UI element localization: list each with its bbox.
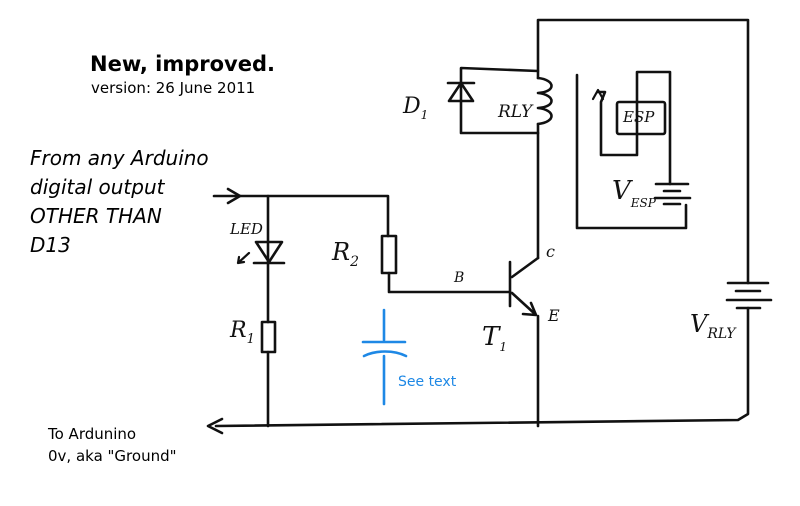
r2-subscript: 2 (350, 254, 359, 270)
right-return-wire (214, 306, 750, 428)
d1-label: D1 (403, 94, 428, 122)
ground-note-line-1: To Ardunino (48, 425, 137, 443)
vrly-label: VRLY (690, 310, 736, 342)
version-note: version: 26 June 2011 (91, 79, 256, 97)
ground-note-line-2: 0v, aka "Ground" (48, 447, 177, 465)
relay-contact-arrow (591, 88, 605, 101)
input-note-line-2: digital output (30, 175, 165, 199)
title: New, improved. (90, 52, 276, 76)
input-note-line-3: OTHER THAN (30, 204, 162, 228)
led-symbol (252, 240, 286, 265)
emitter-label: E (548, 306, 560, 325)
r2-letter: R (332, 238, 351, 266)
relay-contact-loop (575, 73, 688, 230)
r1-letter: R (230, 318, 247, 343)
esp-loop (596, 70, 672, 186)
collector-label: c (546, 242, 555, 261)
input-note-line-4: D13 (30, 233, 71, 257)
t1-label: T1 (482, 322, 507, 354)
r2-label: R2 (332, 238, 359, 270)
ground-arrow (206, 417, 224, 435)
relay-coil (536, 76, 553, 126)
r2-resistor (380, 234, 398, 275)
base-label: B (454, 270, 465, 286)
vesp-subscript: ESP (630, 196, 656, 210)
input-arrow (226, 187, 242, 205)
input-note-line-1: From any Arduino (30, 146, 209, 170)
d1-symbol (446, 81, 476, 103)
transistor-emitter (510, 291, 537, 316)
esp-box (615, 100, 667, 136)
r1-label: R1 (230, 318, 255, 347)
esp-label: ESP (623, 108, 655, 126)
vesp-letter: V (612, 176, 631, 206)
base-wire (387, 271, 512, 294)
led-light-arrow (236, 251, 251, 265)
emitter-arrow (521, 301, 538, 317)
vesp-label: VESP (612, 176, 656, 210)
top-rail (536, 18, 750, 285)
input-wire (212, 194, 390, 238)
t1-subscript: 1 (499, 340, 507, 354)
capacitor-note: See text (398, 374, 457, 390)
r1-resistor (260, 320, 277, 354)
t1-letter: T (482, 322, 500, 352)
relay-label: RLY (498, 102, 533, 122)
capacitor-symbol (361, 308, 408, 406)
vrly-battery (725, 281, 773, 310)
d1-letter: D (403, 94, 421, 119)
vrly-letter: V (690, 310, 708, 338)
vrly-subscript: RLY (707, 326, 736, 342)
transistor-collector (510, 256, 540, 279)
d1-subscript: 1 (420, 108, 429, 122)
r1-subscript: 1 (246, 332, 255, 347)
led-label: LED (230, 220, 263, 238)
vesp-battery (653, 182, 692, 206)
